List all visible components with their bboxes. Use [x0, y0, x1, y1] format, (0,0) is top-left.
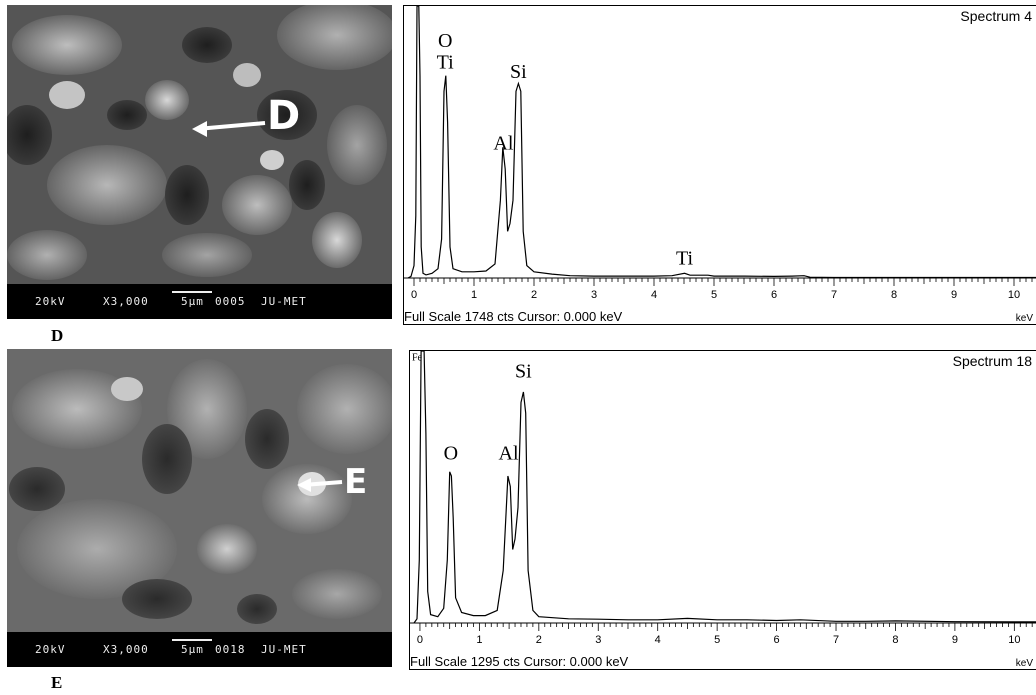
spectrum-title-e: Spectrum 18: [952, 353, 1032, 369]
sem-magnification-e: X3,000: [103, 643, 149, 656]
peak-label-o-d: O: [438, 30, 452, 52]
sem-info-bar-e: 20kV X3,000 5µm 0018 JU-MET: [7, 632, 392, 667]
x-tick-label-d: 7: [831, 289, 837, 301]
x-tick-label-e: 5: [714, 634, 720, 646]
spectrum-series-d: [407, 6, 1036, 279]
peak-label-fe-e: Fe: [412, 353, 423, 364]
sem-micrograph-texture-e: [7, 349, 392, 632]
x-tick-label-d: 10: [1008, 289, 1020, 301]
peak-label-ti-d: Ti: [676, 248, 694, 270]
peak-label-ti-d: Ti: [437, 52, 455, 74]
sem-voltage-d: 20kV: [35, 295, 66, 308]
spectrum-plot-e: 0 1 2 3 4 5 6 7 8 9 10 Fe O Al Si: [410, 351, 1036, 646]
peak-label-si-d: Si: [510, 61, 527, 83]
scale-bar-d: [172, 291, 212, 293]
peak-label-al-d: Al: [493, 133, 513, 155]
spectrum-footer-d: Full Scale 1748 cts Cursor: 0.000 keV: [404, 309, 623, 324]
sem-image-e: E 20kV X3,000 5µm 0018 JU-MET: [7, 349, 392, 667]
x-tick-label-e: 8: [892, 634, 898, 646]
x-tick-label-d: 9: [951, 289, 957, 301]
peak-label-o-e: O: [444, 442, 458, 464]
panel-label-d: D: [51, 326, 64, 345]
sem-marker-d: D: [267, 93, 301, 139]
sem-micrograph-texture-d: [7, 5, 392, 284]
x-tick-label-d: 3: [591, 289, 597, 301]
arrow-e: [297, 478, 343, 492]
spectrum-series-e: [413, 351, 1036, 624]
panel-label-e: E: [51, 673, 63, 692]
eds-spectrum-d: 0 1 2 3 4 5 6 7 8 9 10 O Ti Si Al Ti Spectrum 4 Full Sc…: [403, 5, 1036, 325]
x-tick-label-d: 1: [471, 289, 477, 301]
sem-lab-e: JU-MET: [261, 643, 307, 656]
sem-info-bar-d: 20kV X3,000 5µm 0005 JU-MET: [7, 284, 392, 319]
sem-image-d: D 20kV X3,000 5µm 0005 JU-MET: [7, 5, 392, 319]
spectrum-unit-e: keV: [1015, 658, 1033, 669]
scale-bar-e: [172, 639, 212, 641]
spectrum-title-d: Spectrum 4: [960, 8, 1032, 24]
sem-image-number-e: 0018: [215, 643, 246, 656]
x-tick-label-e: 4: [655, 634, 661, 646]
x-tick-label-e: 1: [476, 634, 482, 646]
x-tick-label-e: 3: [595, 634, 601, 646]
sem-scale-e: 5µm: [181, 643, 204, 656]
x-tick-label-e: 2: [536, 634, 542, 646]
x-tick-label-d: 0: [411, 289, 417, 301]
eds-spectrum-e: 0 1 2 3 4 5 6 7 8 9 10 Fe O Al Si Spectrum 18 Full Sca…: [409, 350, 1036, 670]
peak-label-al-e: Al: [499, 442, 519, 464]
x-tick-label-e: 9: [952, 634, 958, 646]
sem-image-number-d: 0005: [215, 295, 246, 308]
sem-voltage-e: 20kV: [35, 643, 66, 656]
sem-marker-e: E: [344, 462, 368, 502]
peak-label-si-e: Si: [515, 360, 532, 382]
arrow-d: [192, 121, 266, 137]
sem-magnification-d: X3,000: [103, 295, 149, 308]
x-tick-label-d: 5: [711, 289, 717, 301]
x-tick-label-e: 10: [1008, 634, 1020, 646]
sem-scale-d: 5µm: [181, 295, 204, 308]
x-tick-label-e: 6: [774, 634, 780, 646]
x-tick-label-e: 0: [417, 634, 423, 646]
x-tick-label-e: 7: [833, 634, 839, 646]
spectrum-footer-e: Full Scale 1295 cts Cursor: 0.000 keV: [410, 654, 629, 669]
x-tick-label-d: 2: [531, 289, 537, 301]
x-tick-label-d: 8: [891, 289, 897, 301]
x-tick-label-d: 6: [771, 289, 777, 301]
x-tick-label-d: 4: [651, 289, 657, 301]
spectrum-unit-d: keV: [1015, 313, 1033, 324]
sem-lab-d: JU-MET: [261, 295, 307, 308]
